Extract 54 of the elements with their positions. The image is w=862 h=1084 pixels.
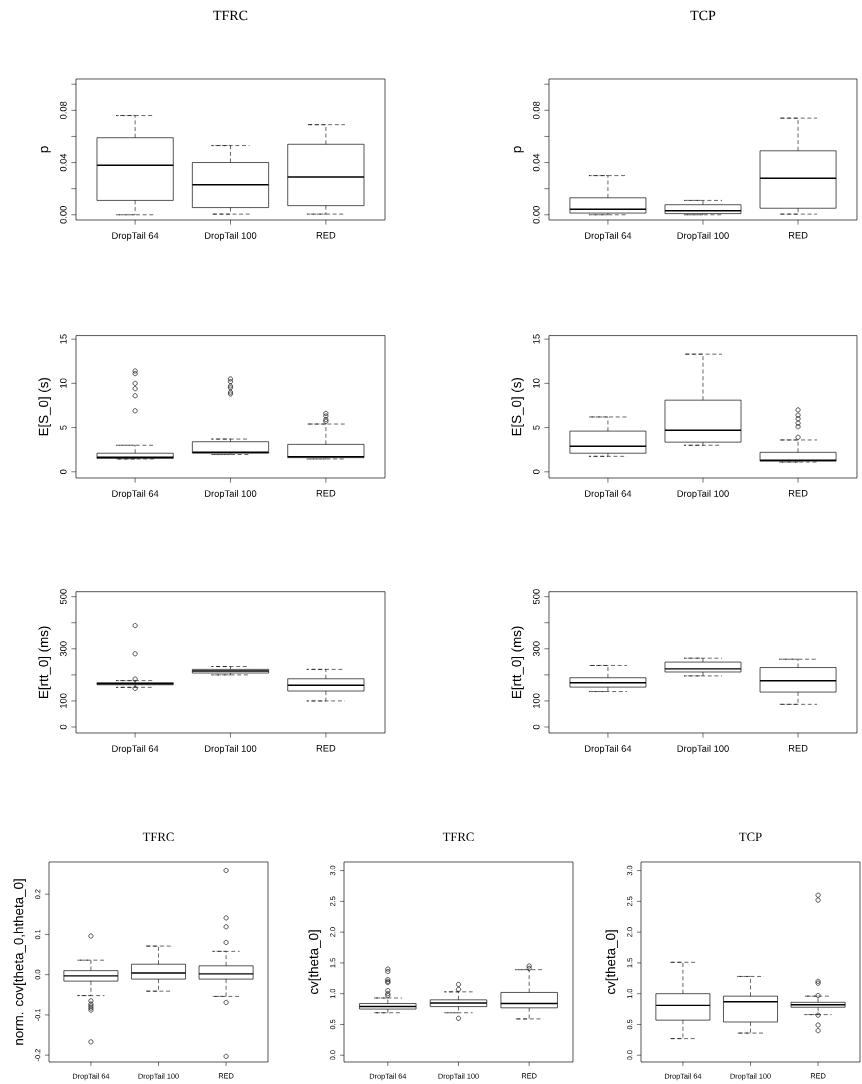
- y-tick-label: 100: [60, 693, 67, 708]
- y-axis-title: p: [40, 146, 51, 153]
- y-tick-label: 0.08: [60, 101, 67, 120]
- y-tick-label: 0: [533, 469, 540, 475]
- x-tick-label: RED: [788, 745, 808, 752]
- y-tick-label: 0.00: [60, 206, 67, 224]
- chart-title: TFRC: [142, 832, 174, 842]
- chart-title: TFRC: [442, 832, 474, 842]
- x-tick-label: DropTail 100: [205, 490, 257, 499]
- y-tick-label: 300: [60, 641, 67, 657]
- y-axis-title: norm. cov[theta_0,htheta_0]: [13, 879, 26, 1045]
- x-tick-label: DropTail 100: [205, 745, 257, 754]
- y-tick-label: 15: [60, 334, 67, 344]
- y-tick-label: 100: [533, 693, 540, 708]
- y-axis-title: cv[theta_0]: [308, 930, 321, 995]
- y-tick-label: 5: [533, 425, 540, 430]
- y-tick-label: 0.00: [533, 206, 540, 224]
- chart-title: TCP: [739, 832, 762, 842]
- y-tick-label: 500: [60, 589, 67, 605]
- x-tick-label: RED: [316, 745, 336, 752]
- x-tick-label: DropTail 64: [585, 232, 632, 241]
- x-tick-label: RED: [788, 232, 808, 239]
- x-tick-label: DropTail 64: [112, 232, 159, 241]
- y-axis-title: cv[theta_0]: [605, 930, 618, 995]
- x-tick-label: DropTail 64: [112, 490, 159, 499]
- x-tick-label: DropTail 100: [677, 232, 729, 241]
- y-tick-label: 0: [533, 724, 540, 730]
- x-tick-label: RED: [316, 490, 336, 497]
- y-tick-label: 0.04: [60, 153, 67, 172]
- y-axis-title: E[S_0] (s): [38, 377, 51, 436]
- x-tick-label: DropTail 64: [112, 745, 159, 754]
- y-tick-label: 500: [533, 589, 540, 605]
- y-axis-title: E[rtt_0] (ms): [511, 626, 524, 698]
- y-tick-label: 0.08: [533, 101, 540, 120]
- y-tick-label: 10: [60, 378, 67, 388]
- y-tick-label: 5: [60, 425, 67, 430]
- y-tick-label: 10: [533, 378, 540, 388]
- y-axis-title: p: [513, 146, 524, 153]
- y-tick-label: 0.04: [533, 153, 540, 172]
- x-tick-label: DropTail 64: [585, 490, 632, 499]
- chart-title: TFRC: [213, 10, 248, 21]
- x-tick-label: RED: [788, 490, 808, 497]
- y-tick-label: 300: [533, 641, 540, 657]
- x-tick-label: DropTail 64: [585, 745, 632, 754]
- y-tick-label: 0: [60, 724, 67, 730]
- y-axis-title: E[rtt_0] (ms): [38, 626, 51, 698]
- x-tick-label: DropTail 100: [677, 745, 729, 754]
- y-tick-label: 0: [60, 469, 67, 475]
- y-axis-title: E[S_0] (s): [511, 377, 524, 436]
- x-tick-label: DropTail 100: [205, 232, 257, 241]
- x-tick-label: DropTail 100: [677, 490, 729, 499]
- y-tick-label: 15: [533, 334, 540, 344]
- x-tick-label: RED: [316, 232, 336, 239]
- chart-title: TCP: [690, 10, 716, 21]
